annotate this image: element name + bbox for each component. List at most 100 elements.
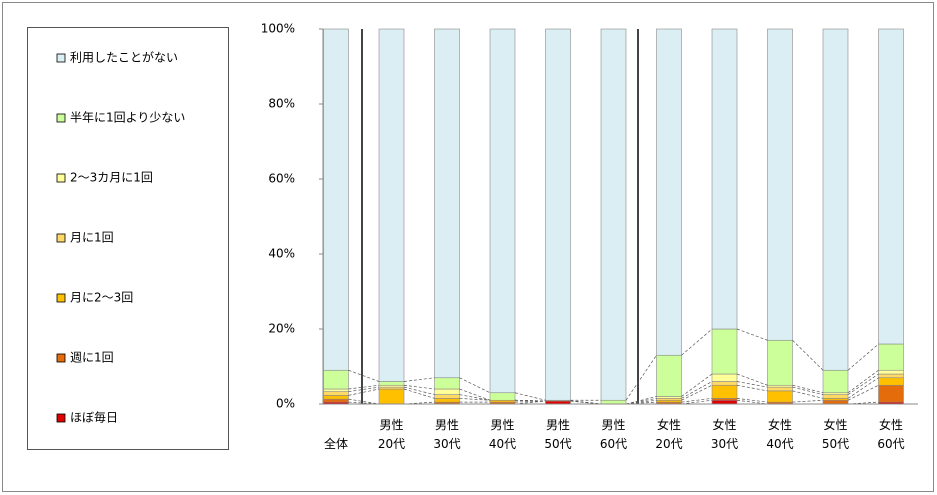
bar-segment: [822, 399, 849, 405]
bar-segment: [656, 354, 682, 397]
legend-label: ほぼ毎日: [70, 410, 118, 425]
x-tick-label: 女性 40代: [766, 418, 794, 451]
bar-segment: [323, 398, 349, 403]
series-connector: [847, 369, 879, 394]
bar-segment: [434, 398, 460, 403]
bar-segment: [878, 384, 904, 403]
series-connector: [681, 398, 713, 403]
x-tick-label: 女性 30代: [710, 418, 739, 451]
bar-segment: [600, 399, 627, 405]
bar-segment: [323, 369, 349, 390]
series-connector: [792, 340, 824, 371]
series-connector: [459, 388, 491, 401]
bar-segment: [434, 377, 460, 390]
series-connector: [792, 390, 824, 399]
series-connector: [681, 381, 713, 399]
series-connector: [736, 328, 768, 341]
series-connector: [625, 355, 657, 401]
bar-segment: [323, 395, 349, 400]
bar-segment: [767, 28, 793, 341]
legend-swatch: [56, 353, 66, 363]
series-connector: [459, 398, 491, 401]
bar-segment: [378, 28, 405, 382]
legend-swatch: [56, 53, 66, 63]
bar-segment: [489, 392, 516, 401]
series-connector: [847, 377, 879, 399]
series-connector: [403, 386, 435, 395]
bar-segment: [711, 381, 738, 386]
legend-label: 週に1回: [70, 351, 114, 365]
x-tick-label: 女性 20代: [655, 418, 683, 451]
series-connector: [847, 384, 879, 401]
legend-label: 半年に1回より少ない: [70, 111, 185, 125]
x-tick-label: 女性 50代: [821, 418, 850, 451]
x-tick-label: 男性 50代: [544, 418, 572, 451]
bar-segment: [378, 388, 405, 405]
series-connector: [348, 369, 380, 382]
legend-swatch: [56, 413, 66, 423]
legend-label: 月に2〜3回: [70, 291, 133, 305]
series-connector: [736, 399, 768, 405]
bar-segment: [711, 399, 738, 405]
series-connector: [681, 399, 713, 405]
bar-segment: [878, 28, 904, 345]
bar-segment: [822, 28, 849, 371]
series-connector: [736, 398, 768, 403]
series-connector: [736, 384, 768, 392]
series-connector: [348, 388, 380, 396]
bar-segment: [434, 388, 460, 395]
series-connector: [348, 398, 380, 405]
bar-segment: [767, 339, 793, 386]
legend-swatch: [56, 113, 66, 123]
y-tick-label: 60%: [268, 172, 295, 186]
series-connector: [403, 388, 435, 399]
series-connector: [348, 384, 380, 390]
series-connector: [792, 399, 824, 403]
bar-segment: [545, 28, 571, 401]
series-connector: [736, 373, 768, 386]
legend-swatch: [56, 293, 66, 303]
x-tick-label: 男性 60代: [599, 418, 628, 451]
bar-segment: [767, 390, 793, 403]
x-tick-label: 男性 20代: [377, 418, 406, 451]
series-connector: [625, 396, 657, 405]
y-tick-label: 40%: [268, 247, 295, 261]
bar-segment: [323, 28, 349, 371]
x-tick-label: 男性 30代: [433, 418, 461, 451]
y-tick-label: 0%: [276, 397, 295, 411]
series-connector: [514, 392, 546, 401]
bar-segment: [767, 386, 793, 392]
series-connector: [514, 399, 546, 402]
series-connector: [403, 377, 435, 382]
legend-swatch: [56, 173, 66, 183]
x-tick-label: 全体: [323, 437, 348, 451]
series-connector: [348, 386, 380, 392]
x-tick-label: 男性 40代: [488, 418, 517, 451]
bar-segment: [711, 384, 738, 399]
bar-segment: [434, 394, 460, 399]
series-connector: [681, 328, 713, 356]
bar-segment: [822, 369, 849, 394]
bar-segment: [711, 328, 738, 375]
series-connector: [459, 394, 491, 401]
legend-label: 2〜3カ月に1回: [70, 171, 153, 185]
bar-segment: [656, 28, 682, 356]
bar-segment: [489, 28, 516, 394]
bar-segment: [600, 28, 627, 401]
series-connector: [847, 373, 879, 395]
legend-label: 月に1回: [70, 231, 114, 245]
bar-segment: [378, 381, 405, 386]
series-connector: [792, 384, 824, 394]
bar-segment: [434, 28, 460, 379]
bar-segment: [323, 388, 349, 392]
series-connector: [681, 373, 713, 397]
series-connector: [847, 343, 879, 371]
y-tick-label: 20%: [268, 322, 295, 336]
bar-segment: [822, 394, 849, 399]
x-tick-label: 女性 60代: [877, 418, 905, 451]
series-connector: [403, 384, 435, 390]
bar-segment: [711, 28, 738, 330]
series-connector: [736, 381, 768, 388]
